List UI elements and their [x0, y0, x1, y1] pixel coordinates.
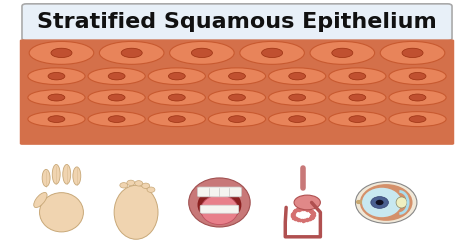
- Ellipse shape: [332, 48, 353, 58]
- Ellipse shape: [329, 68, 386, 85]
- Ellipse shape: [409, 94, 426, 101]
- Ellipse shape: [29, 41, 94, 64]
- Ellipse shape: [310, 41, 374, 64]
- Ellipse shape: [209, 112, 265, 126]
- Ellipse shape: [108, 94, 125, 101]
- Ellipse shape: [389, 68, 446, 85]
- Ellipse shape: [170, 41, 234, 64]
- FancyBboxPatch shape: [200, 205, 239, 213]
- Ellipse shape: [148, 90, 205, 105]
- Ellipse shape: [262, 48, 283, 58]
- Ellipse shape: [114, 185, 158, 239]
- Ellipse shape: [349, 72, 366, 80]
- Ellipse shape: [63, 164, 71, 184]
- Ellipse shape: [228, 116, 246, 123]
- Ellipse shape: [409, 116, 426, 123]
- Ellipse shape: [289, 116, 306, 123]
- Ellipse shape: [289, 94, 306, 101]
- Ellipse shape: [88, 112, 145, 126]
- Ellipse shape: [380, 41, 445, 64]
- Ellipse shape: [289, 72, 306, 80]
- Text: Stratified Squamous Epithelium: Stratified Squamous Epithelium: [37, 12, 437, 32]
- FancyBboxPatch shape: [198, 187, 241, 197]
- Ellipse shape: [269, 90, 326, 105]
- Ellipse shape: [362, 188, 401, 217]
- Ellipse shape: [389, 112, 446, 126]
- Ellipse shape: [148, 112, 205, 126]
- Ellipse shape: [402, 48, 423, 58]
- Ellipse shape: [168, 94, 185, 101]
- Ellipse shape: [28, 90, 85, 105]
- Ellipse shape: [329, 112, 386, 126]
- Ellipse shape: [371, 197, 388, 208]
- Ellipse shape: [209, 90, 265, 105]
- Ellipse shape: [88, 68, 145, 85]
- Ellipse shape: [228, 72, 246, 80]
- Ellipse shape: [28, 112, 85, 126]
- Ellipse shape: [135, 181, 143, 186]
- Ellipse shape: [360, 184, 412, 221]
- Ellipse shape: [356, 182, 417, 223]
- Ellipse shape: [198, 188, 241, 222]
- Ellipse shape: [120, 183, 128, 188]
- Ellipse shape: [51, 48, 72, 58]
- Ellipse shape: [349, 116, 366, 123]
- Ellipse shape: [48, 94, 65, 101]
- Ellipse shape: [39, 193, 83, 232]
- Ellipse shape: [376, 200, 383, 205]
- Ellipse shape: [147, 187, 155, 192]
- Ellipse shape: [100, 41, 164, 64]
- Ellipse shape: [48, 116, 65, 123]
- FancyBboxPatch shape: [20, 39, 454, 145]
- Ellipse shape: [73, 167, 81, 185]
- Ellipse shape: [108, 72, 125, 80]
- Ellipse shape: [148, 68, 205, 85]
- Ellipse shape: [127, 180, 135, 186]
- Ellipse shape: [28, 68, 85, 85]
- Ellipse shape: [168, 72, 185, 80]
- Ellipse shape: [269, 112, 326, 126]
- Ellipse shape: [108, 116, 125, 123]
- Ellipse shape: [396, 197, 407, 208]
- Ellipse shape: [34, 192, 47, 208]
- Ellipse shape: [191, 48, 212, 58]
- Ellipse shape: [409, 72, 426, 80]
- Ellipse shape: [142, 183, 150, 188]
- Ellipse shape: [269, 68, 326, 85]
- Ellipse shape: [189, 178, 250, 227]
- Ellipse shape: [168, 116, 185, 123]
- Ellipse shape: [52, 164, 60, 184]
- Ellipse shape: [349, 94, 366, 101]
- Ellipse shape: [228, 94, 246, 101]
- Ellipse shape: [240, 41, 304, 64]
- FancyBboxPatch shape: [22, 4, 452, 41]
- Ellipse shape: [294, 195, 320, 210]
- Ellipse shape: [201, 195, 238, 224]
- Ellipse shape: [389, 90, 446, 105]
- Ellipse shape: [329, 90, 386, 105]
- Ellipse shape: [209, 68, 265, 85]
- Ellipse shape: [42, 169, 50, 186]
- Ellipse shape: [48, 72, 65, 80]
- Ellipse shape: [88, 90, 145, 105]
- Ellipse shape: [121, 48, 142, 58]
